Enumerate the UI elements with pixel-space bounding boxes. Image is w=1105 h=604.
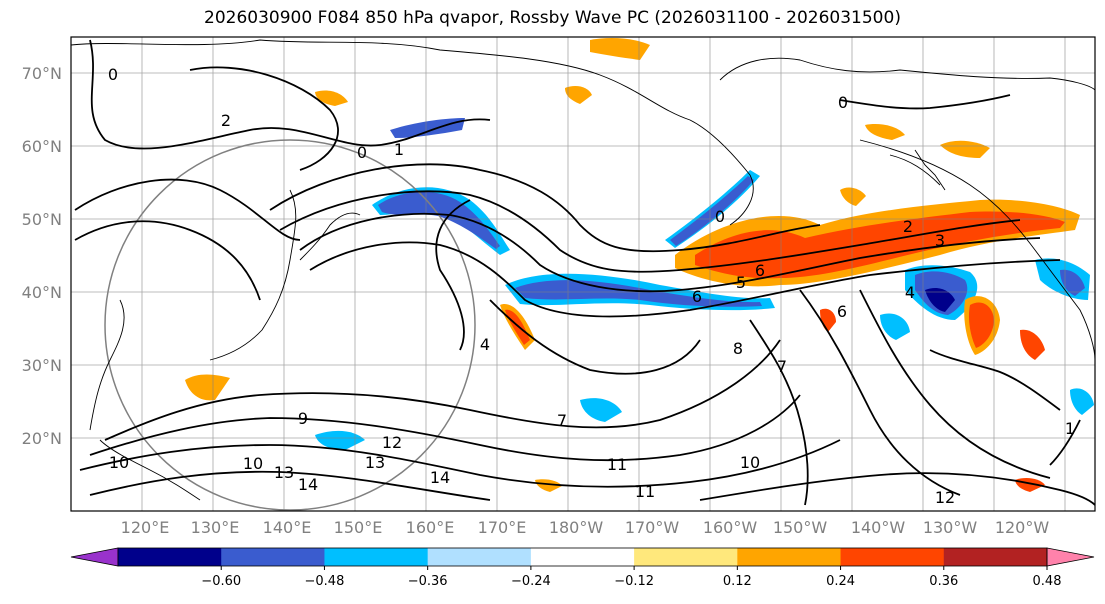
contour-label: 13 bbox=[274, 463, 294, 482]
colorbar-tick-label: −0.48 bbox=[305, 574, 345, 589]
contour-label: 3 bbox=[935, 231, 945, 250]
map-title: 2026030900 F084 850 hPa qvapor, Rossby W… bbox=[204, 8, 901, 28]
lon-label: 170°E bbox=[478, 518, 527, 537]
contour-label: 0 bbox=[838, 93, 848, 112]
colorbar-segment bbox=[737, 548, 842, 566]
contour-label: 1 bbox=[394, 140, 404, 159]
colorbar-outline bbox=[117, 547, 1048, 567]
contour-label: 10 bbox=[740, 453, 760, 472]
contour-label: 6 bbox=[837, 302, 847, 321]
contour-label: 11 bbox=[607, 455, 627, 474]
latitude-labels: 70°N 60°N 50°N 40°N 30°N 20°N bbox=[22, 64, 62, 448]
colorbar-tick-label: −0.12 bbox=[614, 574, 654, 589]
longitude-labels: 120°E 130°E 140°E 150°E 160°E 170°E 180°… bbox=[121, 518, 1050, 537]
lat-label: 40°N bbox=[22, 283, 62, 302]
lat-label: 50°N bbox=[22, 210, 62, 229]
anomaly-shading bbox=[185, 37, 1094, 492]
lat-label: 20°N bbox=[22, 429, 62, 448]
contour-label: 4 bbox=[480, 335, 490, 354]
lat-label: 30°N bbox=[22, 356, 62, 375]
colorbar-extend-max bbox=[1046, 547, 1095, 567]
contour-label: 2 bbox=[221, 111, 231, 130]
colorbar-extend-min bbox=[70, 547, 119, 567]
colorbar-tick-label: 0.48 bbox=[1033, 574, 1062, 589]
contour-label: 10 bbox=[109, 453, 129, 472]
contour-label: 7 bbox=[777, 357, 787, 376]
contour-label: 13 bbox=[365, 453, 385, 472]
lon-label: 180°W bbox=[549, 518, 604, 537]
contour-label: 9 bbox=[298, 409, 308, 428]
contour-label: 1 bbox=[1065, 419, 1075, 438]
contour-label: 12 bbox=[935, 488, 955, 507]
colorbar-segment bbox=[118, 548, 222, 566]
colorbar-segment bbox=[530, 548, 635, 566]
colorbar-tick-label: 0.36 bbox=[929, 574, 958, 589]
colorbar-tick-label: 0.12 bbox=[723, 574, 752, 589]
contour-label: 11 bbox=[635, 482, 655, 501]
lon-label: 120°W bbox=[995, 518, 1050, 537]
contour-label: 2 bbox=[903, 217, 913, 236]
lon-label: 140°W bbox=[851, 518, 906, 537]
lon-label: 150°W bbox=[773, 518, 828, 537]
lon-label: 160°W bbox=[703, 518, 758, 537]
map-frame bbox=[70, 36, 1096, 512]
contour-label: 8 bbox=[733, 339, 743, 358]
contour-label: 7 bbox=[557, 411, 567, 430]
colorbar-segment bbox=[324, 548, 429, 566]
contour-label: 14 bbox=[298, 475, 318, 494]
colorbar-segment bbox=[840, 548, 945, 566]
contour-label: 5 bbox=[736, 273, 746, 292]
reference-circle bbox=[104, 139, 476, 511]
colorbar-tick-label: −0.36 bbox=[408, 574, 448, 589]
contour-label: 0 bbox=[715, 207, 725, 226]
contour-label: 0 bbox=[357, 143, 367, 162]
colorbar-segment bbox=[221, 548, 325, 566]
lon-label: 130°W bbox=[923, 518, 978, 537]
contour-label: 10 bbox=[243, 454, 263, 473]
contour-label: 6 bbox=[755, 261, 765, 280]
colorbar-tick-label: −0.24 bbox=[511, 574, 551, 589]
lon-label: 150°E bbox=[334, 518, 383, 537]
lon-label: 170°W bbox=[625, 518, 680, 537]
colorbar-tick-label: −0.60 bbox=[201, 574, 241, 589]
colorbar-tick-label: 0.24 bbox=[826, 574, 855, 589]
colorbar-segment bbox=[943, 548, 1048, 566]
colorbar: −0.60 −0.48 −0.36 −0.24 −0.12 0.12 0.24 0.36 0.4… bbox=[70, 547, 1095, 589]
colorbar-segment bbox=[427, 548, 532, 566]
contour-label: 14 bbox=[430, 468, 450, 487]
lon-label: 160°E bbox=[406, 518, 455, 537]
contour-label: 4 bbox=[905, 283, 915, 302]
contour-label: 0 bbox=[108, 65, 118, 84]
lon-label: 140°E bbox=[263, 518, 312, 537]
colorbar-segment bbox=[634, 548, 738, 566]
contour-label: 6 bbox=[692, 287, 702, 306]
lon-label: 130°E bbox=[191, 518, 240, 537]
lat-label: 70°N bbox=[22, 64, 62, 83]
lat-label: 60°N bbox=[22, 137, 62, 156]
lon-label: 120°E bbox=[121, 518, 170, 537]
contours bbox=[74, 39, 1096, 506]
contour-label: 12 bbox=[382, 433, 402, 452]
